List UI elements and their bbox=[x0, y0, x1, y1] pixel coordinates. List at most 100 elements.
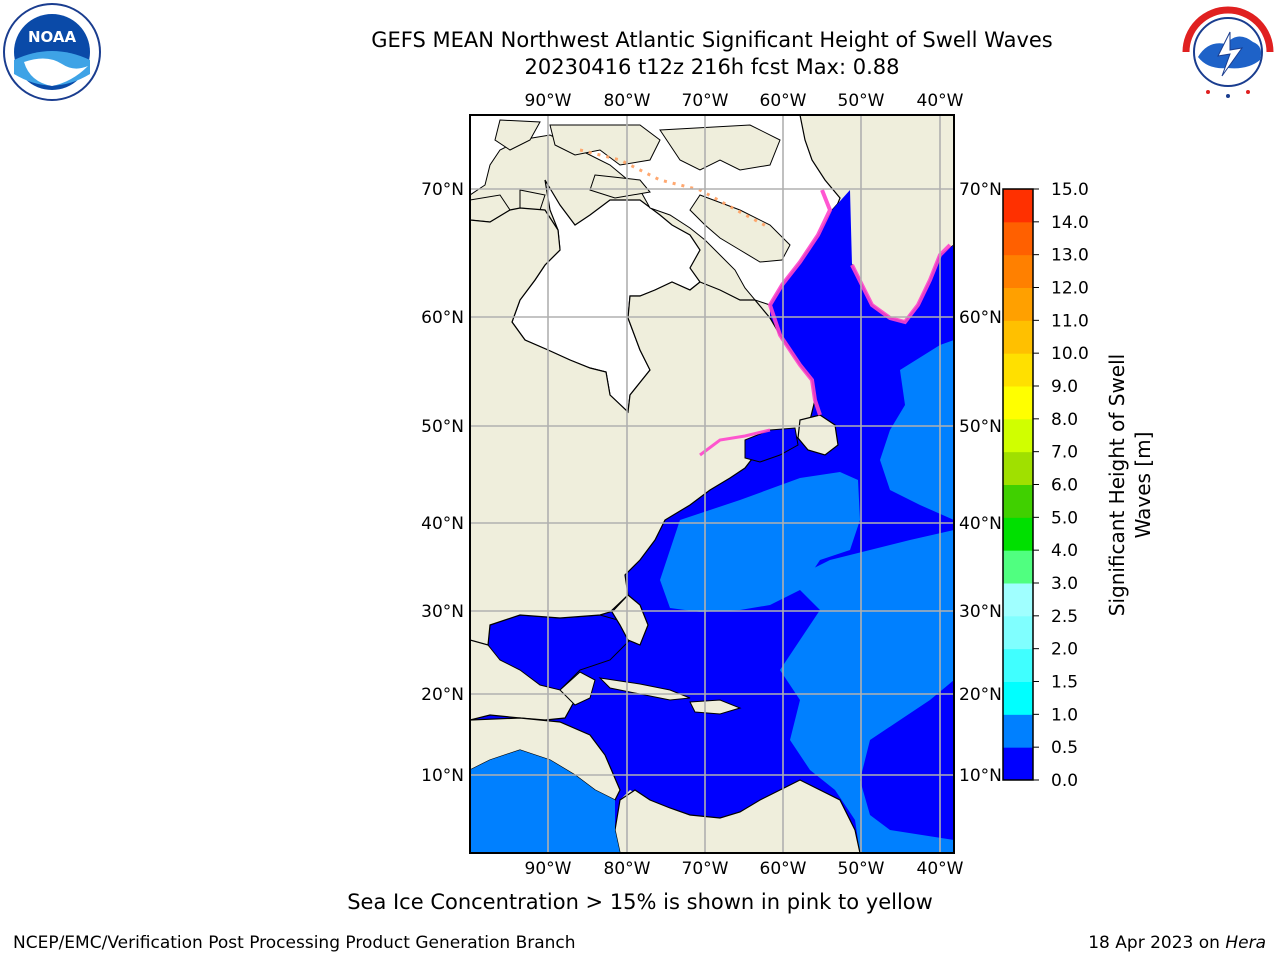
colorbar-band bbox=[1003, 484, 1033, 518]
colorbar-band bbox=[1003, 648, 1033, 682]
colorbar-tick-label: 2.5 bbox=[1051, 607, 1078, 627]
colorbar-band bbox=[1003, 615, 1033, 650]
lon-ticks-bottom: 90°W 80°W 70°W 60°W 50°W 40°W bbox=[525, 859, 964, 879]
lat-tick: 20°N bbox=[959, 685, 1002, 705]
lat-tick: 10°N bbox=[421, 766, 464, 786]
arctic-island-3 bbox=[659, 124, 781, 171]
lat-ticks-left: 70°N 60°N 50°N 40°N 30°N 20°N 10°N bbox=[421, 180, 464, 786]
colorbar-tick-label: 6.0 bbox=[1051, 476, 1078, 496]
colorbar-band bbox=[1003, 189, 1033, 223]
sea-ice-stlawrence bbox=[699, 428, 771, 457]
baffin-island bbox=[689, 194, 791, 263]
lat-tick: 40°N bbox=[421, 514, 464, 534]
lat-tick: 50°N bbox=[421, 417, 464, 437]
colorbar-tick-label: 5.0 bbox=[1051, 508, 1078, 528]
south-america bbox=[614, 779, 861, 853]
footnote: Sea Ice Concentration > 15% is shown in … bbox=[347, 890, 933, 914]
colorbar-band bbox=[1003, 747, 1033, 781]
map-frame bbox=[469, 114, 955, 854]
colorbar-band bbox=[1003, 451, 1033, 485]
chart-subtitle: 20230416 t12z 216h fcst Max: 0.88 bbox=[524, 55, 900, 79]
lat-tick: 60°N bbox=[421, 308, 464, 328]
credit-text: NCEP/EMC/Verification Post Processing Pr… bbox=[13, 933, 576, 953]
colorbar-band bbox=[1003, 583, 1033, 617]
lon-tick: 90°W bbox=[525, 91, 572, 111]
colorbar-band bbox=[1003, 714, 1033, 748]
noaa-logo-text: NOAA bbox=[28, 28, 77, 46]
colorbar-tick-label: 9.0 bbox=[1051, 377, 1078, 397]
lat-tick: 60°N bbox=[959, 308, 1002, 328]
colorbar-band bbox=[1003, 517, 1033, 551]
arctic-island-2 bbox=[549, 124, 661, 166]
colorbar-band bbox=[1003, 681, 1033, 715]
colorbar-label-line2: Waves [m] bbox=[1131, 431, 1155, 539]
colorbar-tick-label: 2.0 bbox=[1051, 640, 1078, 660]
lon-tick: 40°W bbox=[917, 91, 964, 111]
colorbar-tick-label: 0.5 bbox=[1051, 738, 1078, 758]
arctic-island-1 bbox=[494, 119, 541, 151]
colorbar-tick-label: 1.0 bbox=[1051, 705, 1078, 725]
lat-tick: 20°N bbox=[421, 685, 464, 705]
colorbar-tick-label: 15.0 bbox=[1051, 180, 1089, 200]
ocean-mid-1 bbox=[660, 472, 860, 612]
colorbar-tick-label: 10.0 bbox=[1051, 344, 1089, 364]
sea-ice-labrador bbox=[767, 189, 833, 416]
colorbar-tick-label: 0.0 bbox=[1051, 771, 1078, 791]
colorbar-band bbox=[1003, 287, 1033, 321]
colorbar-band bbox=[1003, 386, 1033, 420]
lon-tick: 60°W bbox=[760, 91, 807, 111]
yucatan bbox=[559, 671, 596, 706]
lat-tick: 30°N bbox=[421, 602, 464, 622]
lat-tick: 70°N bbox=[421, 180, 464, 200]
sea-ice-greenland bbox=[850, 243, 952, 325]
colorbar: 0.0 0.5 1.0 1.5 2.0 2.5 3.0 4.0 5.0 6.0 7.0 8.0 9.0 1… bbox=[1002, 180, 1089, 791]
nws-logo-icon bbox=[1180, 4, 1276, 100]
colorbar-label: Significant Height of Swell Waves [m] bbox=[1104, 325, 1156, 645]
colorbar-tick-label: 13.0 bbox=[1051, 246, 1089, 266]
lon-tick: 40°W bbox=[917, 859, 964, 879]
graticule bbox=[470, 115, 954, 853]
colorbar-label-line1: Significant Height of Swell bbox=[1105, 353, 1129, 617]
colorbar-tick-label: 1.5 bbox=[1051, 673, 1078, 693]
lon-tick: 80°W bbox=[604, 91, 651, 111]
colorbar-tick-label: 4.0 bbox=[1051, 541, 1078, 561]
lon-ticks-top: 90°W 80°W 70°W 60°W 50°W 40°W bbox=[525, 91, 964, 111]
gulf-st-lawrence bbox=[744, 427, 799, 463]
arctic-island-4 bbox=[589, 174, 651, 199]
colorbar-band bbox=[1003, 221, 1033, 256]
colorbar-tick-label: 7.0 bbox=[1051, 443, 1078, 463]
noaa-logo-icon: NOAA bbox=[3, 3, 101, 101]
lat-tick: 50°N bbox=[959, 417, 1002, 437]
colorbar-band bbox=[1003, 353, 1033, 387]
colorbar-tick-label: 11.0 bbox=[1051, 311, 1089, 331]
lon-tick: 60°W bbox=[760, 859, 807, 879]
lon-tick: 70°W bbox=[682, 859, 729, 879]
florida bbox=[611, 594, 649, 646]
machine-name: Hera bbox=[1225, 933, 1266, 953]
colorbar-band bbox=[1003, 320, 1033, 354]
lon-tick: 80°W bbox=[604, 859, 651, 879]
colorbar-band bbox=[1003, 254, 1033, 288]
lat-tick: 10°N bbox=[959, 766, 1002, 786]
lon-tick: 50°W bbox=[838, 91, 885, 111]
colorbar-band bbox=[1003, 418, 1033, 453]
lat-tick: 40°N bbox=[959, 514, 1002, 534]
lon-tick: 90°W bbox=[525, 859, 572, 879]
lon-tick: 70°W bbox=[682, 91, 729, 111]
newfoundland bbox=[797, 414, 839, 456]
lon-tick: 50°W bbox=[838, 859, 885, 879]
date-line: 18 Apr 2023 on Hera bbox=[1088, 933, 1266, 953]
lat-ticks-right: 70°N 60°N 50°N 40°N 30°N 20°N 10°N bbox=[959, 180, 1002, 786]
hispaniola bbox=[689, 699, 742, 715]
lat-tick: 30°N bbox=[959, 602, 1002, 622]
colorbar-tick-label: 14.0 bbox=[1051, 213, 1089, 233]
ocean-mid-3 bbox=[880, 340, 954, 520]
colorbar-tick-label: 12.0 bbox=[1051, 279, 1089, 299]
colorbar-tick-label: 8.0 bbox=[1051, 410, 1078, 430]
lat-tick: 70°N bbox=[959, 180, 1002, 200]
date-text: 18 Apr 2023 on bbox=[1088, 933, 1226, 953]
colorbar-tick-label: 3.0 bbox=[1051, 574, 1078, 594]
colorbar-band bbox=[1003, 550, 1033, 584]
chart-title: GEFS MEAN Northwest Atlantic Significant… bbox=[371, 28, 1053, 52]
